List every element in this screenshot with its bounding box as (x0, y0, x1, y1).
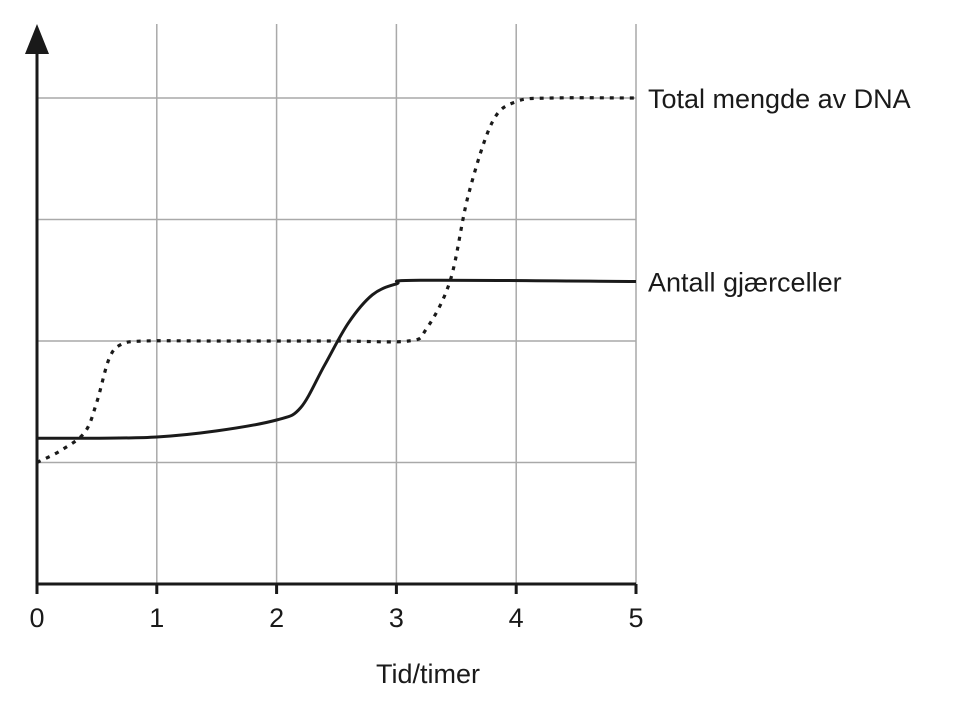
x-tick-label: 3 (389, 603, 404, 633)
x-tick-labels: 0 1 2 3 4 5 (29, 584, 644, 633)
axes (25, 24, 636, 586)
series-label-yeast-cells: Antall gjærceller (648, 267, 842, 297)
x-tick-label: 5 (628, 603, 643, 633)
series-labels: Total mengde av DNA Antall gjærceller (648, 84, 911, 297)
y-axis-arrow (25, 24, 49, 54)
series-layer (36, 96, 637, 464)
x-tick-label: 0 (29, 603, 44, 633)
series-label-dna: Total mengde av DNA (648, 84, 911, 114)
x-tick-label: 1 (149, 603, 164, 633)
x-tick-label: 4 (509, 603, 524, 633)
x-axis-title: Tid/timer (376, 659, 480, 689)
x-tick-label: 2 (269, 603, 284, 633)
series-line-yeast-cells (36, 278, 637, 440)
grid (37, 24, 637, 584)
